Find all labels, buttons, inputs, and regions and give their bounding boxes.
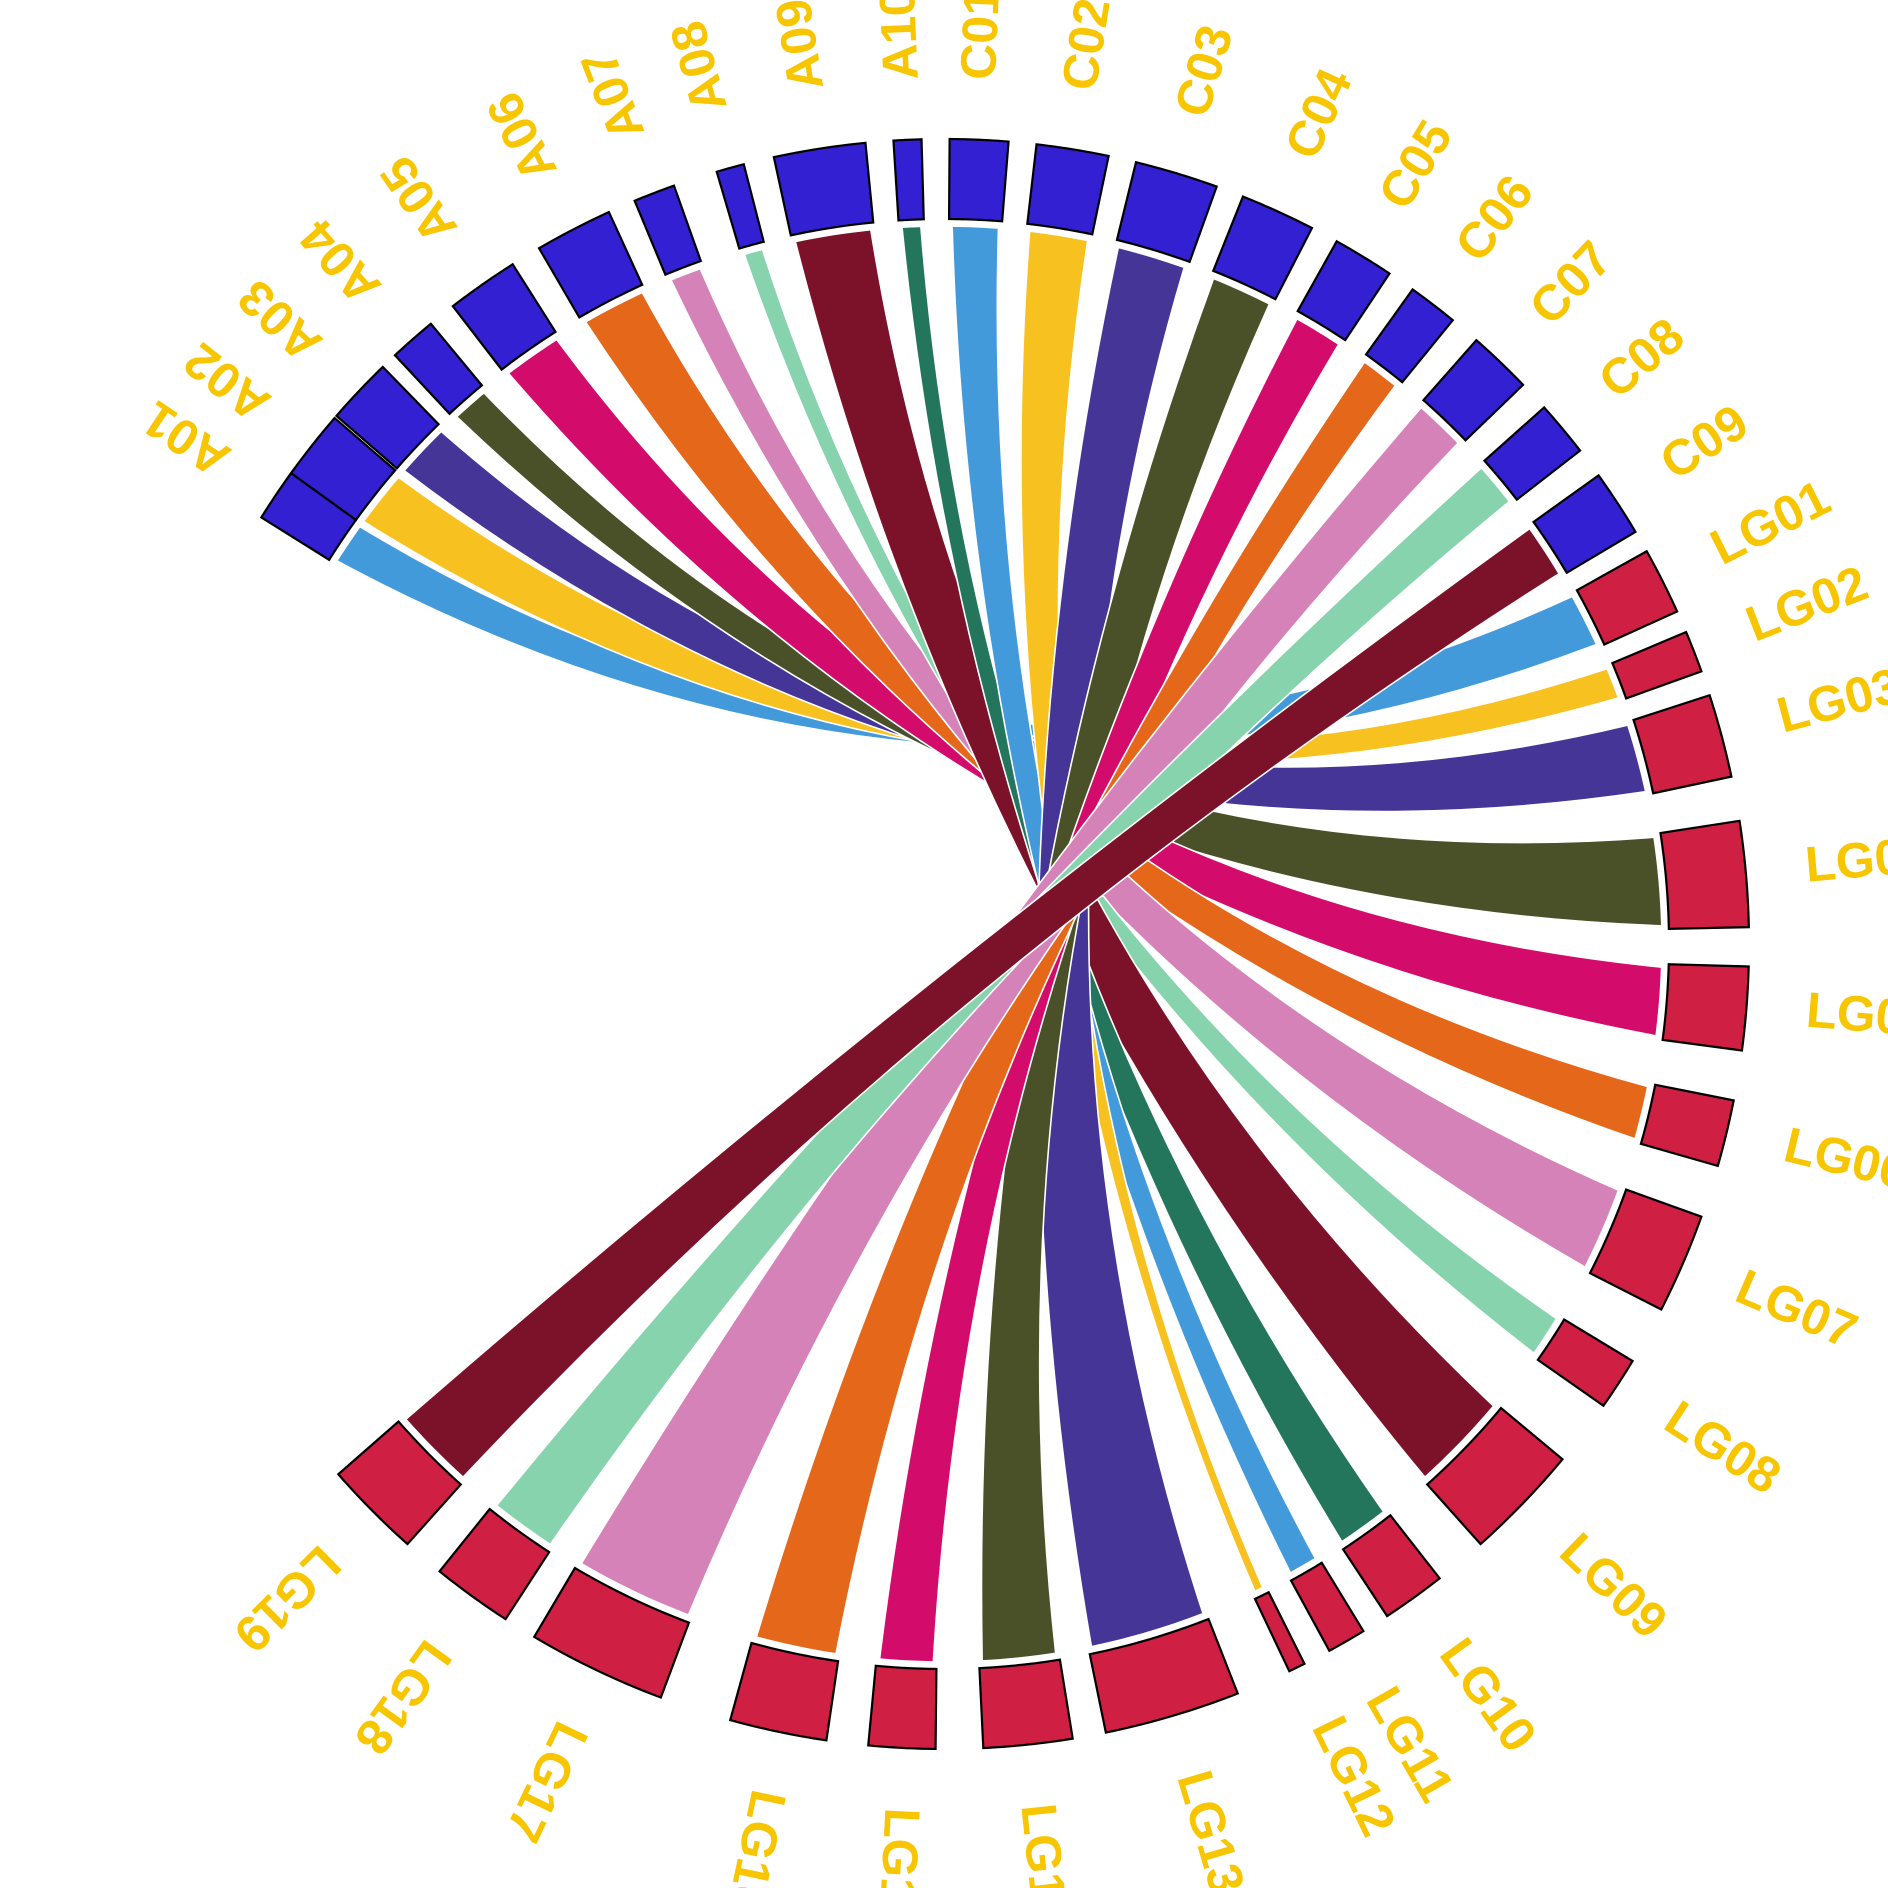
chromosome-label-c09: C09: [1650, 394, 1757, 491]
chromosome-blocks: [259, 137, 1750, 1751]
chromosome-label-lg02: LG02: [1738, 555, 1875, 653]
chromosome-block-lg01: [1575, 549, 1679, 646]
chromosome-label-lg14: LG14: [1010, 1801, 1079, 1888]
chromosome-label-c08: C08: [1588, 307, 1694, 409]
chromosome-block-lg14: [978, 1658, 1074, 1750]
chromosome-label-lg19: LG19: [223, 1535, 351, 1663]
ribbon-a09-lg09: [794, 228, 1495, 1478]
chromosome-label-lg18: LG18: [344, 1630, 463, 1764]
chromosome-label-lg05: LG05: [1804, 982, 1888, 1048]
chromosome-block-c01: [947, 137, 1010, 223]
ribbon-a07-lg07: [670, 267, 1620, 1268]
chromosome-block-a02: [289, 416, 397, 522]
chromosome-block-lg19: [336, 1420, 463, 1546]
chromosome-block-lg13: [1088, 1617, 1240, 1734]
chromosome-block-c08: [1482, 405, 1582, 502]
ribbon-a04-lg04: [455, 391, 1663, 927]
chromosome-label-lg07: LG07: [1728, 1258, 1865, 1359]
chromosome-label-a04: A04: [289, 209, 392, 315]
chromosome-block-lg16: [728, 1641, 840, 1742]
chromosome-label-a07: A07: [570, 43, 655, 149]
chromosome-block-lg11: [1289, 1561, 1365, 1653]
ribbon-c09-lg19: [405, 527, 1560, 1478]
chromosome-block-lg18: [438, 1507, 551, 1621]
chromosome-block-lg17: [532, 1566, 691, 1699]
chromosome-label-a08: A08: [659, 15, 737, 118]
chromosome-block-lg04: [1659, 819, 1750, 930]
chromosome-label-lg01: LG01: [1702, 469, 1839, 575]
chromosome-block-a09: [772, 141, 875, 237]
chromosome-label-lg03: LG03: [1771, 657, 1888, 743]
chromosome-label-lg17: LG17: [494, 1714, 599, 1851]
chromosome-block-a08: [715, 162, 766, 250]
chromosome-label-c06: C06: [1444, 165, 1544, 272]
chromosome-block-lg12: [1253, 1590, 1306, 1673]
chromosome-label-a05: A05: [369, 146, 467, 253]
chromosome-block-lg06: [1639, 1083, 1735, 1168]
ribbon-c05-lg15: [878, 317, 1340, 1663]
chromosome-label-lg16: LG16: [716, 1785, 797, 1888]
chromosome-label-c04: C04: [1274, 60, 1363, 167]
chromosome-block-lg08: [1536, 1318, 1635, 1408]
chromosome-block-lg05: [1661, 963, 1750, 1052]
chromosome-label-c03: C03: [1164, 19, 1244, 123]
chromosome-label-c05: C05: [1368, 111, 1464, 218]
chromosome-label-lg06: LG06: [1779, 1116, 1888, 1200]
chromosome-label-a10: A10: [869, 0, 929, 81]
chromosome-label-a03: A03: [227, 269, 332, 373]
chromosome-label-c01: C01: [950, 0, 1010, 81]
ribbon-c07-lg17: [580, 406, 1460, 1616]
chromosome-block-lg09: [1425, 1406, 1565, 1546]
chromosome-block-c04: [1211, 195, 1314, 301]
chromosome-label-a06: A06: [475, 83, 567, 190]
chromosome-label-lg04: LG04: [1803, 826, 1888, 893]
chromosome-block-lg10: [1341, 1513, 1442, 1618]
chromosome-label-a09: A09: [765, 0, 835, 94]
chromosome-label-c02: C02: [1051, 0, 1121, 94]
chromosome-label-lg10: LG10: [1429, 1628, 1547, 1762]
chromosome-block-lg07: [1588, 1188, 1703, 1311]
chromosome-block-c03: [1115, 160, 1219, 264]
chromosome-block-c07: [1421, 338, 1525, 442]
chromosome-block-a05: [451, 262, 558, 372]
ribbon-a02-lg02: [362, 476, 1620, 765]
chromosome-block-lg03: [1632, 693, 1733, 795]
chromosome-label-lg09: LG09: [1549, 1522, 1678, 1649]
chromosome-block-c02: [1026, 143, 1110, 236]
ribbon-a10-lg10: [901, 225, 1385, 1543]
ribbon-a06-lg06: [584, 291, 1649, 1140]
synteny-ribbons: [335, 225, 1663, 1663]
chromosome-label-lg13: LG13: [1166, 1764, 1255, 1888]
chromosome-block-a07: [633, 184, 703, 277]
chromosome-block-c05: [1296, 239, 1392, 342]
chromosome-block-a04: [393, 322, 484, 416]
ribbon-c03-lg13: [1035, 246, 1204, 1648]
chromosome-block-lg02: [1610, 630, 1703, 700]
chromosome-block-lg15: [867, 1664, 938, 1751]
chromosome-label-lg08: LG08: [1655, 1390, 1790, 1505]
chromosome-block-c06: [1364, 287, 1455, 384]
chromosome-block-a06: [537, 210, 644, 319]
ribbon-c08-lg18: [495, 466, 1511, 1546]
ribbon-c01-lg11: [951, 225, 1317, 1574]
chromosome-block-c09: [1531, 473, 1637, 575]
ribbon-a05-lg05: [507, 338, 1663, 1037]
chromosome-label-c07: C07: [1519, 230, 1623, 335]
chromosome-label-lg15: LG15: [868, 1807, 930, 1888]
ribbon-a03-lg03: [403, 430, 1647, 813]
chromosome-block-a03: [334, 365, 441, 470]
chromosome-block-a10: [892, 138, 925, 222]
